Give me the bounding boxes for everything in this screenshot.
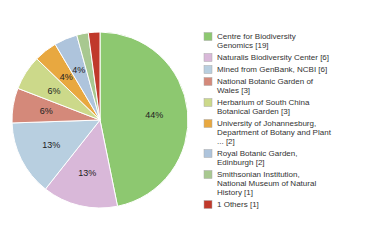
legend-label: Mined from GenBank, NCBI [6] (217, 65, 327, 74)
legend-label-line: University of Johannesburg, (217, 119, 316, 128)
legend-label-line: Herbarium of South China (217, 98, 310, 107)
legend-swatch (204, 54, 212, 62)
legend-label-line: Royal Botanic Garden, (217, 149, 298, 158)
legend-label-line: Botanical Garden [3] (217, 107, 290, 116)
data-label: 44% (145, 110, 163, 120)
legend-label-line: Edinburgh [2] (217, 158, 265, 167)
legend-label-line: Mined from GenBank, NCBI [6] (217, 65, 327, 74)
legend-label: University of Johannesburg,Department of… (217, 119, 332, 146)
slice (100, 32, 188, 206)
legend-swatch (204, 120, 212, 128)
legend-item: 1 Others [1] (204, 200, 259, 209)
legend-item: Smithsonian Institution,National Museum … (204, 170, 316, 197)
legend: Centre for BiodiversityGenomics [19] Natu… (204, 32, 332, 209)
legend-label-line: 1 Others [1] (217, 200, 259, 209)
legend-label: Naturalis Biodiversity Center [6] (217, 53, 329, 62)
legend-label-line: National Museum of Natural (217, 179, 316, 188)
data-labels: 44% 13% 13% 6% 6% 4%4% (40, 65, 164, 178)
legend-item: Mined from GenBank, NCBI [6] (204, 65, 327, 74)
legend-swatch (204, 99, 212, 107)
data-label: 13% (78, 168, 96, 178)
legend-item: Naturalis Biodiversity Center [6] (204, 53, 329, 62)
legend-label-line: Smithsonian Institution, (217, 170, 300, 179)
legend-item: Royal Botanic Garden,Edinburgh [2] (204, 149, 298, 167)
legend-label: Smithsonian Institution,National Museum … (217, 170, 316, 197)
legend-label-line: Genomics [19] (217, 41, 269, 50)
legend-item: University of Johannesburg,Department of… (204, 119, 332, 146)
legend-label: Centre for BiodiversityGenomics [19] (217, 32, 296, 50)
legend-label: 1 Others [1] (217, 200, 259, 209)
legend-swatch (204, 171, 212, 179)
data-label: 4% (60, 72, 73, 82)
legend-label-line: ... [2] (217, 137, 235, 146)
legend-item: National Botanic Garden ofWales [3] (204, 77, 314, 95)
legend-item: Herbarium of South ChinaBotanical Garden… (204, 98, 310, 116)
data-label: 4% (72, 65, 85, 75)
legend-label-line: Wales [3] (217, 86, 250, 95)
legend-swatch (204, 78, 212, 86)
pie (12, 32, 188, 208)
slice (88, 32, 100, 120)
legend-label-line: National Botanic Garden of (217, 77, 314, 86)
legend-label: Herbarium of South ChinaBotanical Garden… (217, 98, 310, 116)
legend-label-line: Naturalis Biodiversity Center [6] (217, 53, 329, 62)
slice (77, 33, 100, 120)
chart: 44% 13% 13% 6% 6% 4%4% Centre for Biodiversity… (0, 0, 380, 240)
legend-item: Centre for BiodiversityGenomics [19] (204, 32, 296, 50)
legend-label-line: Department of Botany and Plant (217, 128, 332, 137)
legend-swatch (204, 201, 212, 209)
legend-label: Royal Botanic Garden,Edinburgh [2] (217, 149, 298, 167)
data-label: 13% (42, 140, 60, 150)
data-label: 6% (40, 106, 53, 116)
legend-label-line: History [1] (217, 188, 253, 197)
legend-label: National Botanic Garden ofWales [3] (217, 77, 314, 95)
slice (12, 120, 100, 189)
legend-swatch (204, 150, 212, 158)
data-label: 6% (48, 86, 61, 96)
legend-swatch (204, 33, 212, 41)
legend-swatch (204, 66, 212, 74)
legend-label-line: Centre for Biodiversity (217, 32, 296, 41)
